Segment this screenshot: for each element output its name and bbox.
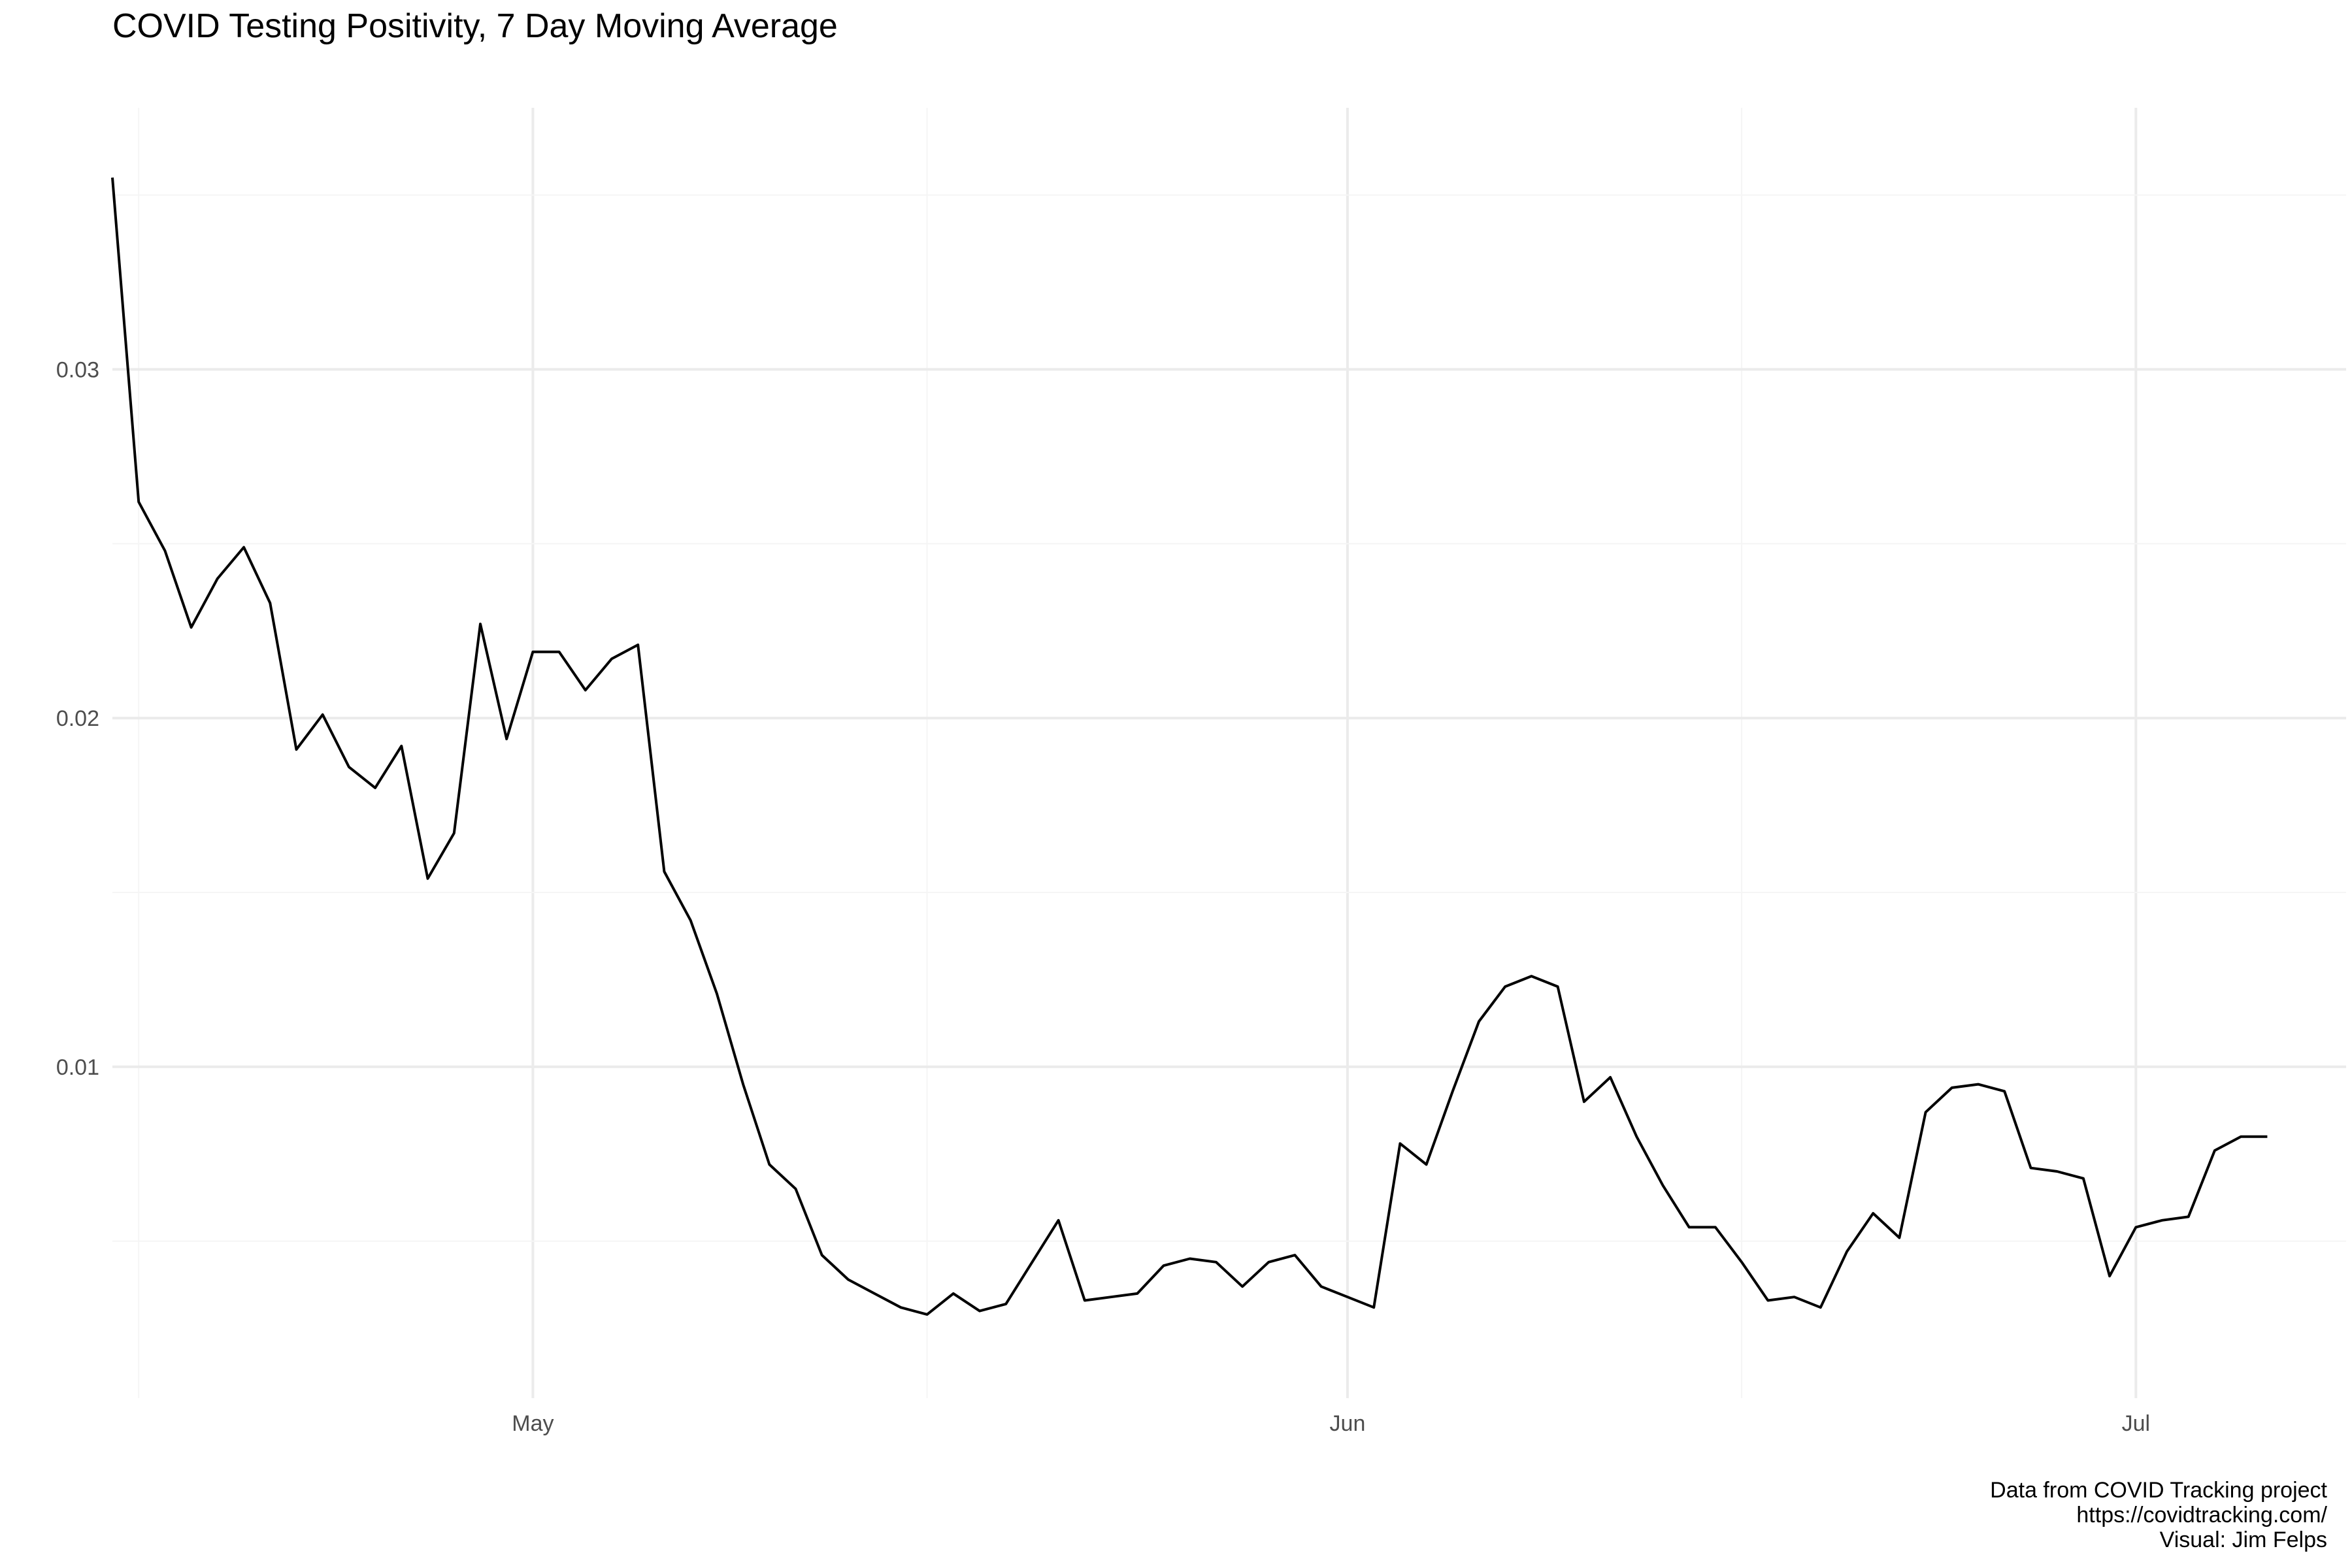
positivity-line [111,177,2268,1316]
y-tick-label: 0.03 [56,357,99,382]
x-axis: May Jun Jul [512,1411,2150,1436]
y-axis: 0.01 0.02 0.03 [56,357,99,1080]
x-tick-label: Jul [2122,1411,2150,1436]
series-layer [111,177,2268,1316]
y-tick-label: 0.02 [56,706,99,731]
x-tick-label: Jun [1330,1411,1366,1436]
caption-source: Data from COVID Tracking project [1990,1478,2327,1503]
y-tick-label: 0.01 [56,1055,99,1080]
chart-title: COVID Testing Positivity, 7 Day Moving A… [112,7,838,45]
caption-url: https://covidtracking.com/ [2076,1503,2327,1527]
x-tick-label: May [512,1411,554,1436]
caption-credit: Visual: Jim Felps [2159,1527,2327,1552]
caption: Data from COVID Tracking project https:/… [1990,1478,2327,1552]
grid-lines [112,108,2346,1398]
